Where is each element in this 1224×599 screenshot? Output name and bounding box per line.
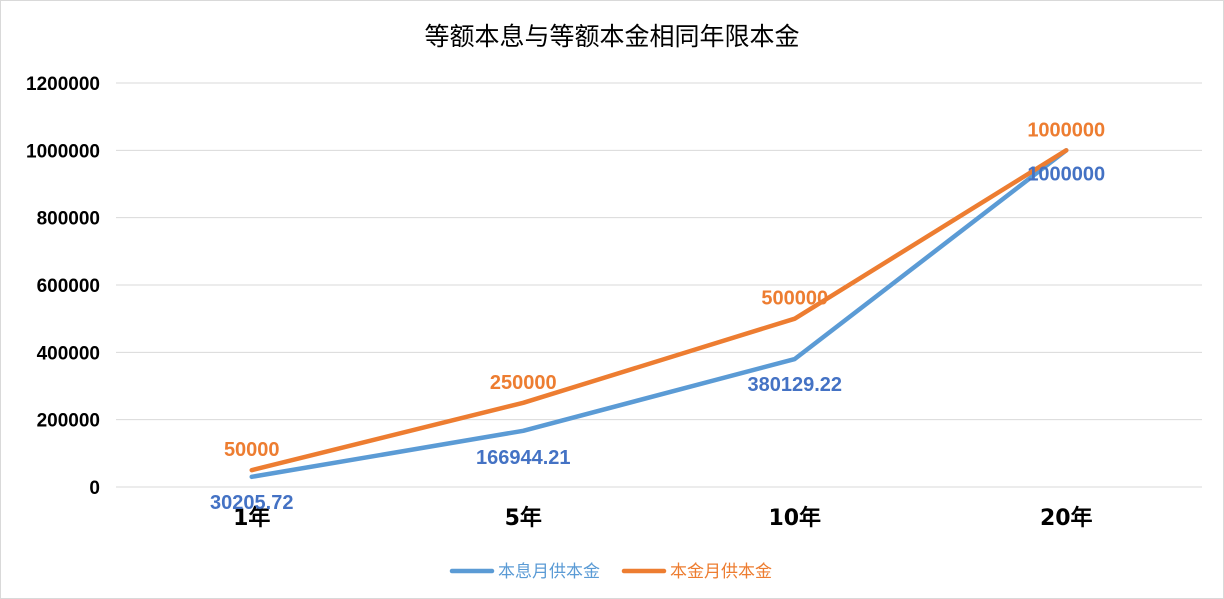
- y-tick-label: 200000: [37, 411, 100, 432]
- legend: 本息月供本金 本金月供本金: [449, 562, 772, 582]
- data-label: 166944.21: [476, 447, 571, 469]
- series-line-0: [249, 148, 1069, 480]
- data-label: 250000: [490, 372, 557, 394]
- x-tick-label: 20年: [1040, 505, 1093, 531]
- legend-label: 本息月供本金: [498, 562, 600, 582]
- legend-label: 本金月供本金: [670, 562, 772, 582]
- y-tick-label: 1200000: [26, 74, 100, 95]
- data-label: 50000: [224, 439, 280, 461]
- series-lines: [249, 148, 1069, 480]
- y-tick-label: 1000000: [26, 141, 100, 162]
- chart-title: 等额本息与等额本金相同年限本金: [424, 22, 799, 51]
- x-tick-label: 5年: [505, 505, 542, 531]
- data-label: 1000000: [1027, 119, 1105, 141]
- x-tick-label: 1年: [233, 505, 270, 531]
- data-labels: 30205.72 166944.21 380129.22 1000000 50000 25…: [210, 119, 1105, 513]
- data-label: 500000: [761, 288, 828, 310]
- gridlines: [116, 82, 1202, 488]
- data-label: 380129.22: [747, 374, 842, 396]
- series-line-1: [249, 148, 1069, 473]
- y-tick-label: 600000: [37, 276, 100, 297]
- x-axis-ticks: 1年 5年 10年 20年: [233, 505, 1092, 531]
- data-label: 1000000: [1027, 163, 1105, 185]
- y-tick-label: 0: [89, 478, 100, 499]
- y-axis-ticks: 0 200000 400000 600000 800000 1000000 1200000: [26, 74, 100, 499]
- y-tick-label: 400000: [37, 343, 100, 364]
- x-tick-label: 10年: [768, 505, 821, 531]
- data-label: 30205.72: [210, 492, 293, 514]
- y-tick-label: 800000: [37, 209, 100, 230]
